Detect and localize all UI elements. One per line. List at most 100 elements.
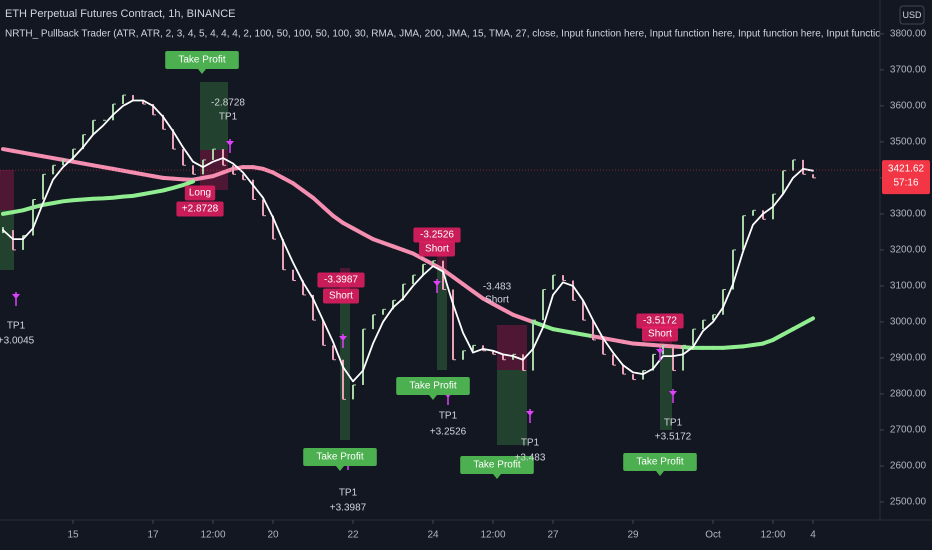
signal-label: -3.5172 [643, 316, 677, 327]
annotations: Take Profit -2.8728 TP1 Long +2.8728 TP1 +3.00… [0, 51, 697, 514]
ma-segment [311, 195, 325, 209]
trade-label: TP1 [439, 411, 458, 422]
ma-segment [291, 181, 305, 193]
ma-segment [451, 274, 465, 287]
trade-label: TP1 [7, 321, 26, 332]
last-price-label: 3421.62 [888, 164, 925, 175]
x-tick-label: 15 [67, 530, 79, 541]
trade-label: -2.8728 [211, 98, 245, 109]
y-tick-label: 3000.00 [890, 317, 927, 328]
trade-label: -3.483 [483, 282, 512, 293]
ma-line [2, 99, 814, 383]
currency-box [899, 5, 925, 25]
ma-segment [301, 188, 315, 200]
signal-box [413, 227, 461, 243]
trade-zone [0, 170, 14, 210]
signal-box [323, 288, 359, 304]
signal-label: +2.8728 [182, 204, 219, 215]
trade-label: TP1 [521, 438, 540, 449]
signal-box [176, 201, 224, 217]
y-tick-label: 3300.00 [890, 209, 927, 220]
ma-segment [471, 289, 485, 301]
y-tick-label: 2600.00 [890, 461, 927, 472]
take-profit-pointer [198, 69, 206, 74]
ma-segment [461, 282, 475, 294]
y-tick-label: 2700.00 [890, 425, 927, 436]
y-tick-label: 3500.00 [890, 137, 927, 148]
signal-box [419, 241, 455, 257]
ma-segment [321, 204, 335, 218]
x-tick-label: 12:00 [480, 530, 505, 541]
trade-zone [437, 270, 447, 370]
take-profit-box [460, 456, 534, 474]
x-tick-label: 20 [267, 530, 279, 541]
take-profit-label: Take Profit [636, 457, 683, 468]
signal-box [642, 326, 678, 342]
trade-zone [660, 346, 672, 430]
trade-label: Short [485, 295, 509, 306]
take-profit-box [165, 51, 239, 69]
countdown: 57:16 [893, 178, 918, 189]
take-profit-label: Take Profit [316, 452, 363, 463]
trade-label: TP1 [339, 488, 358, 499]
take-profit-box [623, 453, 697, 471]
signal-box [636, 313, 684, 329]
take-profit-label: Take Profit [473, 460, 520, 471]
tp-arrow-head [12, 294, 20, 299]
ma-segment [441, 267, 455, 279]
currency: USD [902, 10, 922, 20]
price-axis [880, 0, 932, 550]
x-tick-label: 29 [627, 530, 639, 541]
y-tick-label: 3200.00 [890, 245, 927, 256]
ma-segment [801, 316, 815, 326]
indicator-label: NRTH_ Pullback Trader (ATR, ATR, 2, 3, 4… [5, 29, 932, 40]
plot-area [0, 94, 880, 400]
trade-zone [340, 303, 350, 440]
y-tick-label: 3100.00 [890, 281, 927, 292]
x-tick-label: 12:00 [760, 530, 785, 541]
trade-label: TP1 [219, 112, 238, 123]
x-tick-label: 27 [547, 530, 559, 541]
x-tick-label: Oct [705, 530, 721, 541]
y-tick-label: 3700.00 [890, 65, 927, 76]
y-tick-label: 2900.00 [890, 353, 927, 364]
take-profit-pointer [493, 474, 501, 479]
take-profit-label: Take Profit [178, 55, 225, 66]
tp-arrow-head [226, 141, 234, 146]
tp-arrow-head [656, 349, 664, 354]
tp-arrow-head [339, 336, 347, 341]
take-profit-label: Take Profit [409, 381, 456, 392]
y-tick-label: 2800.00 [890, 389, 927, 400]
take-profit-pointer [336, 466, 344, 471]
y-tick-label: 3800.00 [890, 28, 927, 39]
signal-label: Short [425, 244, 449, 255]
trade-label: TP1 [664, 418, 683, 429]
y-tick-label: 2500.00 [890, 497, 927, 508]
trade-label: +3.5172 [655, 432, 692, 443]
y-tick-label: 3600.00 [890, 101, 927, 112]
signal-label: Short [329, 291, 353, 302]
trade-label: +3.2526 [430, 427, 467, 438]
trade-label: +3.483 [515, 453, 546, 464]
x-tick-label: 12:00 [200, 530, 225, 541]
signal-label: -3.2526 [420, 230, 454, 241]
trade-label: +3.0045 [0, 336, 35, 347]
ma-line [1, 179, 195, 216]
tp-arrow-head [669, 391, 677, 396]
axis-labels: 2500.00 2600.00 2700.00 2800.00 2900.00 3000.… [67, 28, 930, 541]
ma-segment [331, 213, 345, 225]
signal-label: Long [189, 188, 211, 199]
time-axis [0, 520, 880, 550]
signal-box [317, 272, 365, 288]
take-profit-pointer [656, 471, 664, 476]
signal-label: Short [648, 329, 672, 340]
trade-zone [497, 370, 527, 445]
trade-zone [0, 210, 14, 270]
trade-zone [200, 82, 228, 150]
x-tick-label: 24 [427, 530, 439, 541]
last-price-box [882, 160, 930, 195]
take-profit-box [396, 377, 470, 395]
signal-label: -3.3987 [324, 275, 358, 286]
